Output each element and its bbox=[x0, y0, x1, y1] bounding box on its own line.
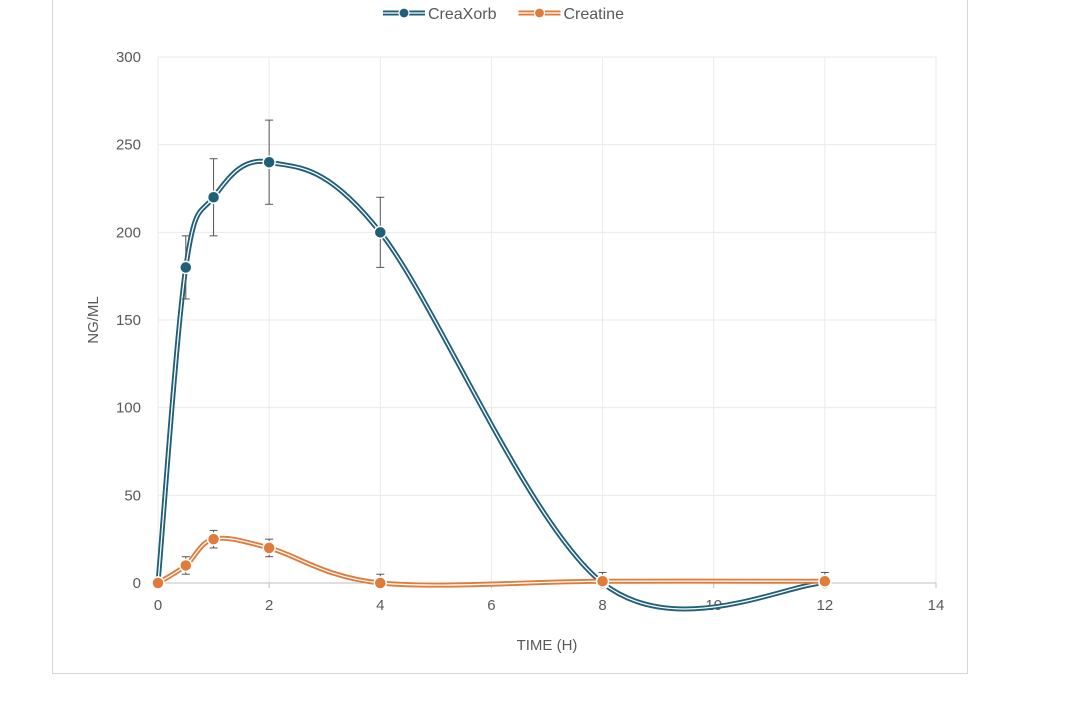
legend: CreaXorb Creatine bbox=[383, 6, 624, 23]
data-point-creatine bbox=[595, 574, 610, 588]
y-tick-label: 0 bbox=[133, 575, 141, 592]
data-point-creatine bbox=[179, 558, 193, 573]
data-point-creatine bbox=[818, 574, 832, 588]
series-layer bbox=[151, 119, 832, 612]
data-point-creatine bbox=[151, 576, 165, 590]
y-axis-title: NG/ML bbox=[85, 296, 102, 344]
x-tick-label: 8 bbox=[598, 597, 606, 614]
data-point-creaxorb bbox=[179, 260, 193, 275]
legend-item-creatine: Creatine bbox=[518, 6, 624, 23]
x-tick-label: 12 bbox=[817, 597, 834, 614]
data-point-creaxorb bbox=[262, 155, 276, 169]
y-tick-label: 50 bbox=[124, 487, 141, 504]
legend-swatch-marker bbox=[533, 7, 546, 19]
y-tick-label: 200 bbox=[116, 224, 141, 241]
data-point-creatine bbox=[373, 576, 388, 590]
data-point-creaxorb bbox=[373, 225, 388, 240]
legend-item-creaxorb: CreaXorb bbox=[383, 6, 497, 23]
y-tick-label: 250 bbox=[116, 137, 141, 154]
x-tick-label: 6 bbox=[487, 597, 495, 614]
data-point-creatine bbox=[262, 541, 276, 555]
x-axis-title: TIME (H) bbox=[517, 637, 578, 654]
data-point-creatine bbox=[206, 532, 221, 546]
series-line-core-creatine bbox=[157, 537, 826, 586]
x-tick-label: 4 bbox=[376, 597, 384, 614]
chart-frame: 0 50 100 150 200 250 300 0 2 4 6 8 10 12 14 TIME (H) NG/… bbox=[52, 0, 968, 674]
legend-label-creaxorb: CreaXorb bbox=[428, 6, 497, 23]
gridlines bbox=[157, 56, 937, 583]
legend-label-creatine: Creatine bbox=[563, 6, 624, 23]
legend-swatch-marker bbox=[398, 7, 410, 19]
y-tick-label: 150 bbox=[116, 312, 141, 329]
x-tick-label: 14 bbox=[928, 597, 945, 614]
y-tick-label: 100 bbox=[116, 400, 141, 417]
y-tick-label: 300 bbox=[116, 49, 141, 66]
series-creatine bbox=[151, 529, 832, 590]
x-tick-label: 0 bbox=[154, 597, 162, 614]
data-point-creaxorb bbox=[206, 190, 221, 205]
x-tick-label: 2 bbox=[265, 597, 273, 614]
